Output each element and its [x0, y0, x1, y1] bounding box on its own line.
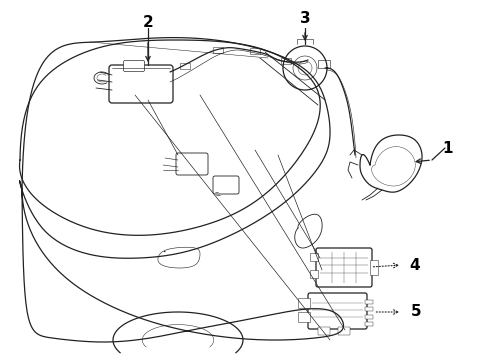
- Bar: [365, 300, 373, 304]
- Text: 1: 1: [443, 140, 453, 156]
- Bar: [180, 63, 190, 69]
- Bar: [365, 322, 373, 326]
- Bar: [298, 298, 310, 308]
- Bar: [318, 327, 330, 335]
- Bar: [281, 58, 291, 64]
- Bar: [298, 312, 310, 322]
- FancyBboxPatch shape: [316, 248, 372, 287]
- Text: 5: 5: [411, 305, 421, 320]
- Text: 2: 2: [143, 14, 153, 30]
- FancyBboxPatch shape: [176, 153, 208, 175]
- Bar: [365, 307, 373, 311]
- FancyBboxPatch shape: [123, 60, 145, 72]
- Bar: [338, 327, 350, 335]
- Text: 4: 4: [410, 257, 420, 273]
- Text: 3: 3: [300, 10, 310, 26]
- Bar: [213, 47, 223, 53]
- Bar: [370, 260, 378, 275]
- Bar: [318, 60, 330, 68]
- FancyBboxPatch shape: [308, 293, 367, 329]
- FancyBboxPatch shape: [213, 176, 239, 194]
- Bar: [310, 270, 318, 278]
- Bar: [250, 48, 260, 54]
- FancyBboxPatch shape: [109, 65, 173, 103]
- Bar: [310, 253, 318, 261]
- Bar: [365, 315, 373, 319]
